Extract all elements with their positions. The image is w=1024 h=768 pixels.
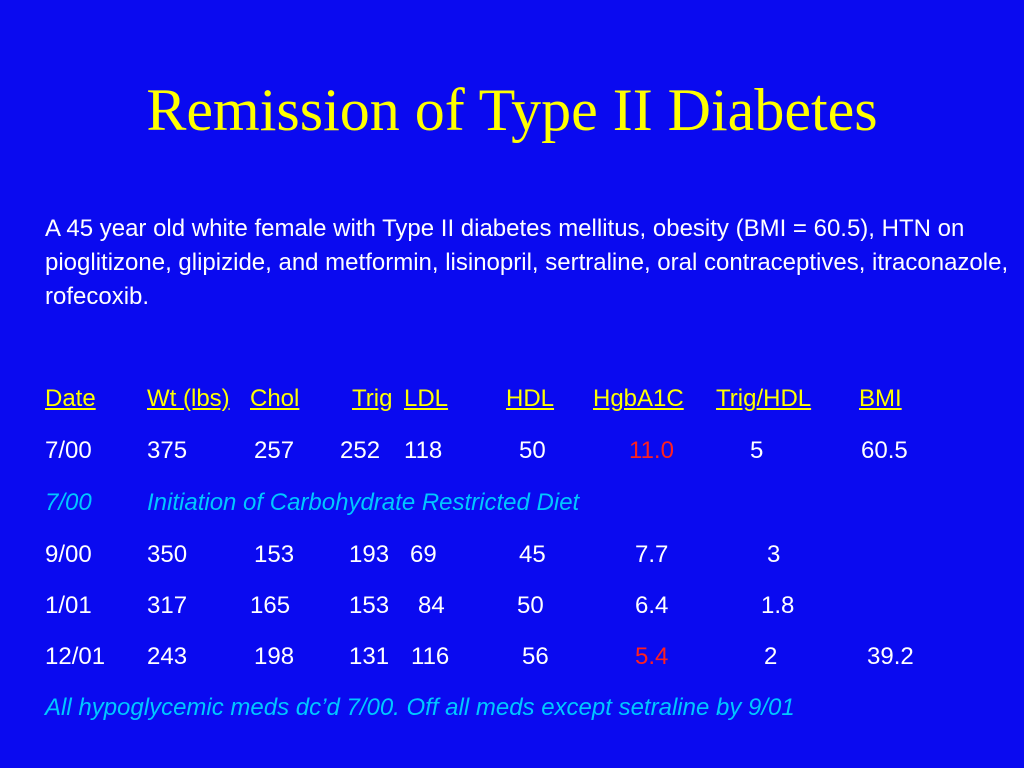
cell-hgba1c: 6.4 bbox=[635, 592, 669, 619]
slide-title: Remission of Type II Diabetes bbox=[146, 77, 878, 143]
medication-note-row: All hypoglycemic meds dc’d 7/00. Off all… bbox=[0, 692, 1024, 724]
cell-date: 1/01 bbox=[45, 592, 92, 619]
medication-note: All hypoglycemic meds dc’d 7/00. Off all… bbox=[45, 694, 795, 721]
cell-trig-hdl: 2 bbox=[764, 643, 778, 670]
diet-note-row: 7/00 Initiation of Carbohydrate Restrict… bbox=[0, 487, 1024, 519]
cell-trig: 252 bbox=[340, 437, 381, 464]
cell-trig-hdl: 3 bbox=[767, 541, 781, 568]
table-row: 1/01 317 165 153 84 50 6.4 1.8 bbox=[0, 590, 1024, 622]
cell-hgba1c: 11.0 bbox=[629, 437, 674, 464]
header-trig: Trig bbox=[352, 385, 393, 412]
cell-bmi: 60.5 bbox=[861, 437, 908, 464]
table-row: 9/00 350 153 193 69 45 7.7 3 bbox=[0, 539, 1024, 571]
header-trig-hdl: Trig/HDL bbox=[716, 385, 812, 412]
cell-date: 9/00 bbox=[45, 541, 92, 568]
cell-trig: 131 bbox=[349, 643, 390, 670]
cell-date: 12/01 bbox=[45, 643, 106, 670]
cell-bmi: 39.2 bbox=[867, 643, 914, 670]
header-hdl: HDL bbox=[506, 385, 555, 412]
cell-ldl: 69 bbox=[410, 541, 437, 568]
cell-hgba1c: 5.4 bbox=[635, 643, 669, 670]
header-date: Date bbox=[45, 385, 96, 412]
cell-trig-hdl: 1.8 bbox=[761, 592, 795, 619]
cell-ldl: 84 bbox=[418, 592, 445, 619]
cell-weight: 317 bbox=[147, 592, 188, 619]
cell-weight: 350 bbox=[147, 541, 188, 568]
cell-hdl: 50 bbox=[519, 437, 546, 464]
table-row: 7/00 375 257 252 118 50 11.0 5 60.5 bbox=[0, 435, 1024, 467]
cell-ldl: 118 bbox=[404, 437, 443, 464]
cell-chol: 257 bbox=[254, 437, 295, 464]
cell-trig: 193 bbox=[349, 541, 390, 568]
case-description: A 45 year old white female with Type II … bbox=[45, 215, 1009, 310]
diet-note-text: Initiation of Carbohydrate Restricted Di… bbox=[147, 489, 580, 516]
cell-chol: 198 bbox=[254, 643, 295, 670]
header-chol: Chol bbox=[250, 385, 300, 412]
cell-date: 7/00 bbox=[45, 437, 92, 464]
table-header-row: Date Wt (lbs) Chol Trig LDL HDL HgbA1C T… bbox=[0, 383, 1024, 415]
cell-weight: 243 bbox=[147, 643, 188, 670]
cell-hdl: 56 bbox=[522, 643, 549, 670]
cell-weight: 375 bbox=[147, 437, 188, 464]
cell-ldl: 116 bbox=[411, 643, 450, 670]
header-weight: Wt (lbs) bbox=[147, 385, 230, 412]
cell-trig: 153 bbox=[349, 592, 390, 619]
diet-note-date: 7/00 bbox=[45, 489, 92, 516]
table-row: 12/01 243 198 131 116 56 5.4 2 39.2 bbox=[0, 641, 1024, 673]
header-hgba1c: HgbA1C bbox=[593, 385, 684, 412]
cell-hdl: 45 bbox=[519, 541, 546, 568]
header-ldl: LDL bbox=[404, 385, 449, 412]
cell-chol: 165 bbox=[250, 592, 291, 619]
cell-chol: 153 bbox=[254, 541, 295, 568]
cell-hgba1c: 7.7 bbox=[635, 541, 669, 568]
cell-trig-hdl: 5 bbox=[750, 437, 764, 464]
cell-hdl: 50 bbox=[517, 592, 544, 619]
header-bmi: BMI bbox=[859, 385, 902, 412]
